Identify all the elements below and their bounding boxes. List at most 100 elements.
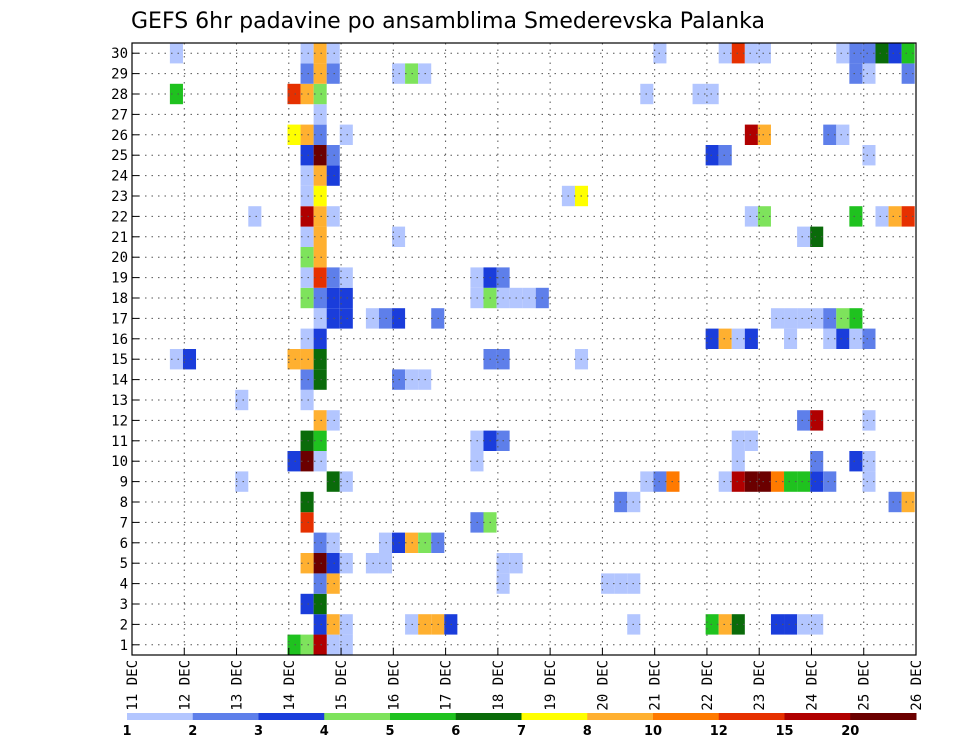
heatmap-cell [300,634,314,655]
heatmap-cell [339,614,353,635]
x-tick-label: 15 DEC [334,660,350,711]
heatmap-cell [339,553,353,574]
heatmap-cell [326,287,340,309]
heatmap-cell [300,430,314,451]
grid-lines [132,43,916,655]
heatmap-cell [718,328,732,349]
heatmap-cell [313,349,327,370]
y-tick-label: 21 [111,230,128,246]
y-tick-label: 14 [111,373,128,389]
heatmap-cell [744,328,758,349]
heatmap-cell [705,83,719,105]
y-tick-label: 24 [111,169,128,185]
heatmap-cell [313,328,327,349]
legend-label: 3 [254,724,263,739]
y-tick-label: 18 [111,291,128,307]
heatmap-cell [300,226,314,247]
x-tick-label: 11 DEC [125,660,141,711]
heatmap-cell [823,308,837,329]
heatmap-cell [169,43,183,64]
legend-label: 20 [841,724,859,739]
heatmap-cell [287,83,301,105]
heatmap-cell [339,267,353,288]
x-tick-label: 13 DEC [230,660,246,711]
x-tick-label: 14 DEC [282,660,298,711]
y-tick-label: 25 [111,148,128,164]
heatmap-cell [849,308,863,329]
heatmap-cell [339,634,353,655]
heatmap-cell [692,83,706,105]
heatmap-cell [300,247,314,268]
legend-swatch [784,713,851,720]
heatmap-cell [378,553,393,574]
x-tick-label: 23 DEC [752,660,768,711]
heatmap-cell [313,410,327,431]
heatmap-cell [300,328,314,349]
heatmap-cell [300,451,314,472]
heatmap-cell [731,614,745,635]
heatmap-cell [810,451,824,472]
y-tick-label: 10 [111,454,128,470]
heatmap-cell [705,145,719,166]
heatmap-cell [836,308,850,329]
y-tick-label: 1 [120,638,128,654]
legend-swatch [324,713,391,720]
heatmap-cell [313,145,327,166]
heatmap-cell [810,308,824,329]
x-tick-label: 17 DEC [439,660,455,711]
heatmap-cell [313,226,327,247]
y-tick-label: 3 [120,597,128,613]
heatmap-cell [901,43,915,64]
heatmap-cell [326,553,340,574]
heatmap-cell [705,328,719,349]
legend-label: 7 [517,724,526,739]
legend-swatch [653,713,720,720]
heatmap-cell [313,614,327,635]
heatmap-cell [326,471,340,492]
heatmap-cell [313,593,327,615]
y-axis: 1234567891011121314151617181920212223242… [111,46,139,654]
legend-label: 6 [451,724,460,739]
heatmap-cell [300,83,314,105]
heatmap-cell [770,471,785,492]
heatmap-cell [797,614,811,635]
heatmap-cell [770,308,785,329]
y-tick-label: 7 [120,515,128,531]
heatmap-cell [797,226,811,247]
y-tick-label: 22 [111,209,128,225]
heatmap-cell [313,63,327,84]
heatmap-cell [862,63,876,84]
heatmap-cell [862,328,876,349]
heatmap-cell [757,43,771,64]
heatmap-cell [888,43,902,64]
heatmap-cell [849,63,863,84]
x-tick-label: 20 DEC [595,660,611,711]
heatmap-cell [365,553,379,574]
y-tick-label: 27 [111,107,128,123]
heatmap-cell [326,634,340,655]
legend-label: 5 [385,724,394,739]
x-axis: 11 DEC 12 DEC 13 DEC 14 DEC 15 DEC 16 DEC 17 D… [125,648,925,711]
heatmap-cell [875,206,889,227]
legend-swatch [718,713,785,720]
heatmap-cell [300,267,314,288]
heatmap-cell [326,410,340,431]
heatmap-cell [378,532,393,553]
heatmap-cell [313,287,327,309]
legend-label: 1 [122,724,131,739]
y-tick-label: 6 [120,536,128,552]
x-tick-label: 26 DEC [909,660,925,711]
heatmap-cell [300,43,314,64]
heatmap-cell [300,491,314,513]
heatmap-cell [862,410,876,431]
heatmap-cell [313,83,327,105]
x-tick-label: 25 DEC [857,660,873,711]
legend-label: 2 [188,724,197,739]
heatmap-cell [901,63,915,84]
heatmap-cell [313,634,327,655]
x-tick-label: 21 DEC [648,660,664,711]
y-tick-label: 9 [120,475,128,491]
heatmap-cell [744,206,758,227]
heatmap-cell [836,124,850,145]
heatmap-cell [862,145,876,166]
